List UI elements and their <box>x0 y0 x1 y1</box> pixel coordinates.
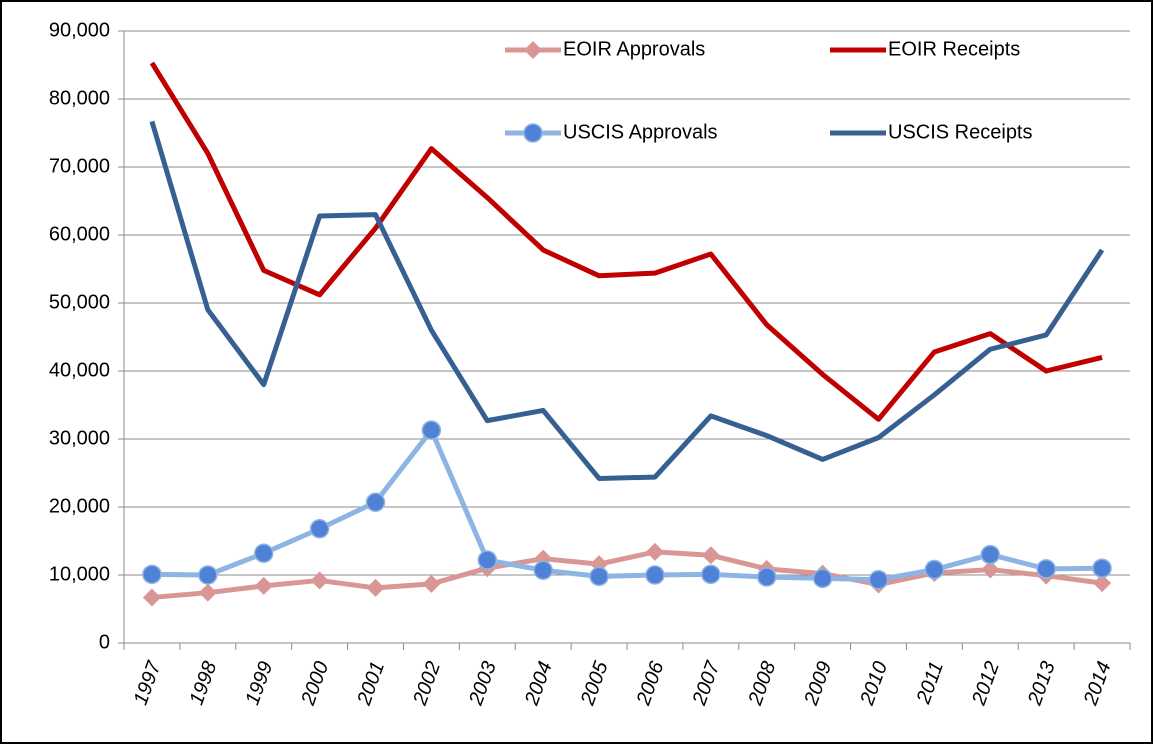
data-point <box>1093 574 1112 593</box>
legend-label: EOIR Approvals <box>563 38 705 60</box>
data-point <box>310 571 329 590</box>
data-point <box>589 566 609 587</box>
data-point <box>254 576 273 595</box>
data-point <box>756 567 777 587</box>
data-point <box>645 542 664 561</box>
legend-label: EOIR Receipts <box>888 38 1020 60</box>
y-tick-label: 80,000 <box>49 87 110 109</box>
data-point <box>366 578 385 597</box>
data-point <box>981 560 1000 579</box>
data-point <box>142 564 162 585</box>
y-tick-label: 90,000 <box>49 19 110 41</box>
data-point <box>422 574 441 593</box>
data-point <box>701 564 721 585</box>
data-point <box>1092 558 1112 578</box>
data-point <box>198 583 217 602</box>
data-point <box>421 420 442 440</box>
data-point <box>533 560 553 580</box>
data-point <box>142 588 161 607</box>
data-point <box>980 544 1001 565</box>
y-tick-label: 50,000 <box>49 291 110 313</box>
legend-marker <box>524 41 542 59</box>
series-line <box>149 120 1105 481</box>
data-point <box>1036 559 1056 579</box>
data-point <box>198 565 218 585</box>
y-tick-label: 30,000 <box>49 427 110 449</box>
legend-label: USCIS Receipts <box>888 121 1033 143</box>
data-point <box>924 559 945 580</box>
y-tick-label: 10,000 <box>49 563 110 585</box>
data-point <box>812 568 833 589</box>
data-point <box>309 519 330 539</box>
data-point <box>477 550 498 570</box>
y-tick-label: 40,000 <box>49 359 110 381</box>
y-tick-label: 60,000 <box>49 223 110 245</box>
data-point <box>645 565 665 585</box>
data-point <box>701 546 720 565</box>
data-point <box>253 543 274 563</box>
y-tick-label: 0 <box>99 631 110 653</box>
y-tick-label: 20,000 <box>49 495 110 517</box>
series-line <box>149 61 1103 422</box>
legend-marker <box>523 123 543 143</box>
y-tick-label: 70,000 <box>49 155 110 177</box>
data-point <box>365 492 386 512</box>
legend-label: USCIS Approvals <box>563 121 718 143</box>
data-point <box>868 570 889 590</box>
